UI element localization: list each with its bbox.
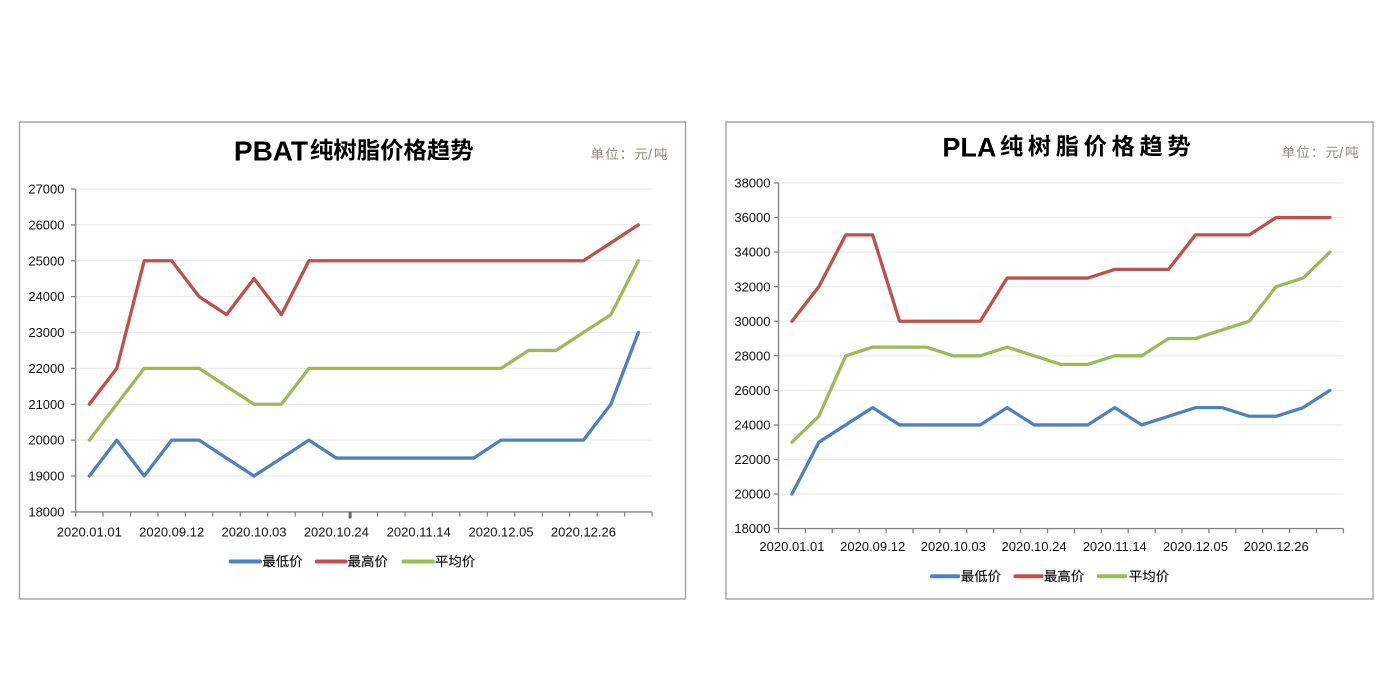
svg-text:36000: 36000: [734, 210, 770, 225]
svg-text:26000: 26000: [734, 383, 770, 398]
svg-text:2020.10.03: 2020.10.03: [221, 524, 286, 539]
svg-text:24000: 24000: [734, 418, 770, 433]
svg-text:21000: 21000: [28, 397, 64, 412]
svg-text:2020.12.26: 2020.12.26: [1244, 539, 1309, 554]
svg-text:/: /: [648, 148, 653, 164]
svg-text:PBAT: PBAT: [234, 135, 308, 166]
svg-text:34000: 34000: [734, 245, 770, 260]
svg-text:2020.12.26: 2020.12.26: [551, 524, 616, 539]
svg-text:20000: 20000: [28, 433, 64, 448]
svg-text:2020.10.03: 2020.10.03: [921, 539, 986, 554]
svg-text:2020.01.01: 2020.01.01: [57, 524, 122, 539]
svg-text:27000: 27000: [28, 182, 64, 197]
svg-text:2020.11.14: 2020.11.14: [387, 524, 451, 539]
svg-text:23000: 23000: [28, 325, 64, 340]
svg-text:2020.11.14: 2020.11.14: [1083, 539, 1147, 554]
svg-text:18000: 18000: [734, 521, 770, 536]
svg-text:/: /: [1339, 146, 1344, 162]
svg-text:30000: 30000: [734, 314, 770, 329]
svg-text:28000: 28000: [734, 348, 770, 363]
svg-text:2020.09.12: 2020.09.12: [139, 524, 204, 539]
svg-text:19000: 19000: [28, 469, 64, 484]
svg-text:32000: 32000: [734, 279, 770, 294]
svg-text:38000: 38000: [734, 176, 770, 191]
svg-text:2020.01.01: 2020.01.01: [759, 539, 824, 554]
svg-text:22000: 22000: [28, 361, 64, 376]
svg-text:2020.09.12: 2020.09.12: [840, 539, 905, 554]
svg-text:20000: 20000: [734, 487, 770, 502]
svg-text:18000: 18000: [28, 505, 64, 520]
svg-text:26000: 26000: [28, 217, 64, 232]
svg-text:PLA: PLA: [942, 133, 996, 163]
svg-text:22000: 22000: [734, 452, 770, 467]
svg-text:24000: 24000: [28, 289, 64, 304]
svg-text:2020.10.24: 2020.10.24: [1002, 539, 1067, 554]
svg-text:2020.10.24: 2020.10.24: [304, 524, 369, 539]
svg-text:2020.12.05: 2020.12.05: [469, 524, 534, 539]
svg-text:2020.12.05: 2020.12.05: [1163, 539, 1228, 554]
svg-text:25000: 25000: [28, 253, 64, 268]
